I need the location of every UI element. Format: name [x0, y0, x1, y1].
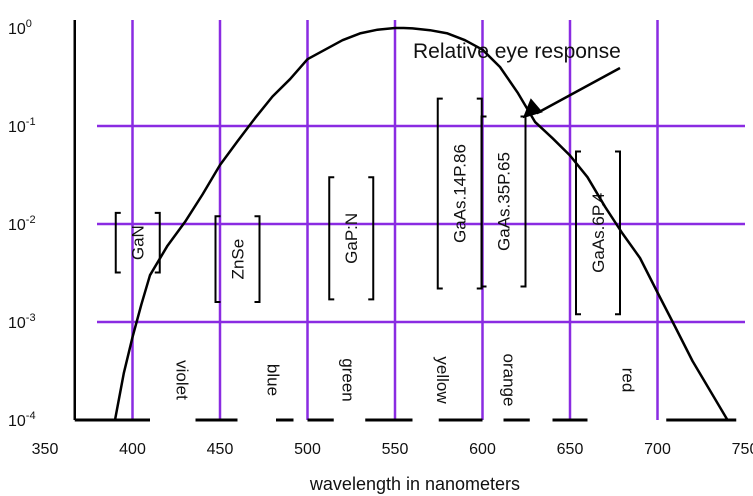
material-bracket-left	[214, 215, 221, 303]
material-box: GaAs.35P.65	[480, 115, 527, 288]
y-tick-label: 10-1	[8, 116, 36, 136]
material-box: GaP:N	[328, 176, 375, 301]
material-bracket-right	[520, 115, 527, 288]
material-label: GaP:N	[342, 213, 361, 264]
band-label-violet: violet	[172, 360, 191, 400]
material-label: GaN	[129, 225, 148, 260]
annotation-label: Relative eye response	[413, 40, 621, 63]
x-tick-labels: 350 400 450 500 550 600 650 700 750	[32, 441, 753, 458]
material-bracket-left	[114, 211, 121, 274]
x-tick-label: 450	[207, 441, 234, 458]
material-bracket-left	[328, 176, 335, 301]
material-bracket-right	[254, 215, 261, 303]
band-label-orange: orange	[500, 354, 519, 407]
material-label: GaAs.35P.65	[495, 152, 514, 251]
y-tick-labels: 10-4 10-3 10-2 10-1 100	[8, 18, 36, 430]
grid	[97, 20, 745, 420]
x-tick-label: 650	[557, 441, 584, 458]
band-label-yellow: yellow	[433, 356, 452, 404]
x-tick-label: 600	[469, 441, 496, 458]
band-label-blue: blue	[263, 364, 282, 396]
band-label-green: green	[339, 358, 358, 401]
color-bands: violet blue green yellow orange red	[172, 354, 637, 407]
x-tick-label: 350	[32, 441, 59, 458]
material-box: ZnSe	[214, 215, 261, 303]
band-label-red: red	[619, 368, 638, 393]
x-tick-label: 550	[382, 441, 409, 458]
y-tick-label: 10-2	[8, 214, 36, 234]
annotation-arrowhead	[522, 98, 543, 119]
series-layer	[113, 26, 729, 421]
material-bracket-left	[480, 115, 487, 288]
y-tick-label: 100	[8, 18, 32, 38]
x-axis-label: wavelength in nanometers	[309, 474, 520, 494]
material-label: GaAs.6P.4	[589, 193, 608, 273]
x-tick-label: 500	[294, 441, 321, 458]
x-tick-label: 750	[732, 441, 753, 458]
axes	[73, 20, 737, 422]
material-bracket-right	[368, 176, 375, 301]
x-tick-label: 400	[119, 441, 146, 458]
y-tick-label: 10-3	[8, 312, 36, 332]
y-tick-label: 10-4	[8, 410, 36, 430]
x-tick-label: 700	[644, 441, 671, 458]
material-label: GaAs.14P.86	[451, 144, 470, 243]
material-bracket-left	[575, 150, 581, 316]
series-line	[113, 26, 729, 421]
annotation-arrow-shaft	[536, 66, 621, 115]
annotations: Relative eye response	[413, 40, 621, 119]
material-bracket-right	[154, 211, 161, 274]
material-box: GaN	[114, 211, 161, 274]
material-boxes: GaN ZnSe GaP:N GaAs.14P.86 GaAs.35P.65 GaAs.6…	[114, 97, 621, 316]
material-bracket-left	[436, 97, 443, 290]
material-box: GaAs.6P.4	[575, 150, 621, 316]
material-bracket-right	[615, 150, 621, 316]
material-label: ZnSe	[229, 239, 248, 280]
